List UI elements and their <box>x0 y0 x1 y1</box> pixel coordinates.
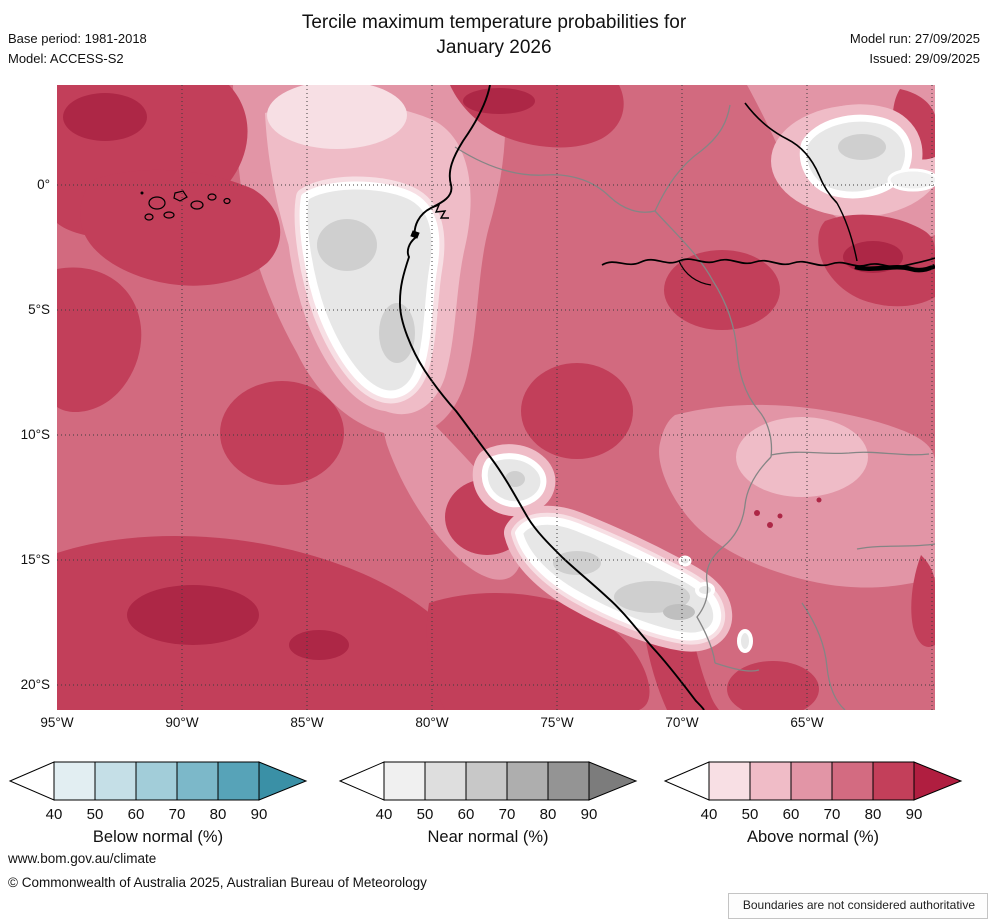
title-line-2: January 2026 <box>436 37 552 58</box>
lat-label-5s: 5°S <box>28 302 50 317</box>
below-tick-70: 70 <box>168 806 186 823</box>
near-normal-colorbar <box>338 761 638 801</box>
near-tick-70: 70 <box>498 806 516 823</box>
below-tick-40: 40 <box>45 806 63 823</box>
model-metadata-left: Base period: 1981-2018 Model: ACCESS-S2 <box>8 29 147 69</box>
above-tick-80: 80 <box>864 806 882 823</box>
below-normal-title: Below normal (%) <box>92 828 224 846</box>
below-tick-60: 60 <box>127 806 145 823</box>
lon-label-85w: 85°W <box>290 715 324 730</box>
near-tick-60: 60 <box>457 806 475 823</box>
base-period-text: Base period: 1981-2018 <box>8 31 147 46</box>
lon-label-80w: 80°W <box>415 715 449 730</box>
above-tick-90: 90 <box>905 806 923 823</box>
near-tick-90: 90 <box>580 806 598 823</box>
lon-label-90w: 90°W <box>165 715 199 730</box>
lat-label-15s: 15°S <box>20 552 50 567</box>
near-normal-title: Near normal (%) <box>427 828 549 846</box>
website-url-text: www.bom.gov.au/climate <box>8 851 157 866</box>
issued-date-text: Issued: 29/09/2025 <box>869 51 980 66</box>
near-tick-40: 40 <box>375 806 393 823</box>
legend-below-normal: 40 50 60 70 80 90 Below normal (%) <box>8 760 320 858</box>
model-name-text: Model: ACCESS-S2 <box>8 51 124 66</box>
boundaries-disclaimer: Boundaries are not considered authoritat… <box>727 893 988 919</box>
map-svg <box>57 85 935 710</box>
lat-label-20s: 20°S <box>20 677 50 692</box>
lat-label-10s: 10°S <box>20 427 50 442</box>
legend-above-normal: 40 50 60 70 80 90 Above normal (%) <box>663 760 975 858</box>
lon-label-70w: 70°W <box>665 715 699 730</box>
below-tick-50: 50 <box>86 806 104 823</box>
lon-label-95w: 95°W <box>40 715 74 730</box>
above-tick-40: 40 <box>700 806 718 823</box>
near-tick-50: 50 <box>416 806 434 823</box>
below-right-arrow <box>258 761 308 801</box>
above-left-arrow <box>663 761 710 801</box>
below-left-arrow <box>8 761 55 801</box>
near-tick-80: 80 <box>539 806 557 823</box>
above-right-arrow <box>913 761 963 801</box>
above-normal-title: Above normal (%) <box>746 828 880 846</box>
probability-map <box>57 85 935 710</box>
model-run-text: Model run: 27/09/2025 <box>849 31 980 46</box>
model-metadata-right: Model run: 27/09/2025 Issued: 29/09/2025 <box>850 29 980 69</box>
coastline <box>399 85 705 710</box>
below-normal-colorbar <box>8 761 308 801</box>
legend-near-normal: 40 50 60 70 80 90 Near normal (%) <box>338 760 650 858</box>
graticule-gridlines <box>57 85 935 710</box>
above-normal-colorbar <box>663 761 963 801</box>
amazon-rivers <box>601 102 935 286</box>
above-tick-50: 50 <box>741 806 759 823</box>
below-tick-80: 80 <box>209 806 227 823</box>
galapagos-islands <box>140 190 231 221</box>
copyright-text: © Commonwealth of Australia 2025, Austra… <box>8 875 427 890</box>
below-tick-90: 90 <box>250 806 268 823</box>
above-tick-70: 70 <box>823 806 841 823</box>
title-line-1: Tercile maximum temperature probabilitie… <box>301 12 687 33</box>
lat-label-0: 0° <box>37 177 50 192</box>
near-left-arrow <box>338 761 385 801</box>
near-right-arrow <box>588 761 638 801</box>
page-title: Tercile maximum temperature probabilitie… <box>194 10 794 60</box>
lon-label-75w: 75°W <box>540 715 574 730</box>
near-normal-regions <box>286 104 935 653</box>
lon-label-65w: 65°W <box>790 715 824 730</box>
above-tick-60: 60 <box>782 806 800 823</box>
country-borders <box>454 104 935 710</box>
